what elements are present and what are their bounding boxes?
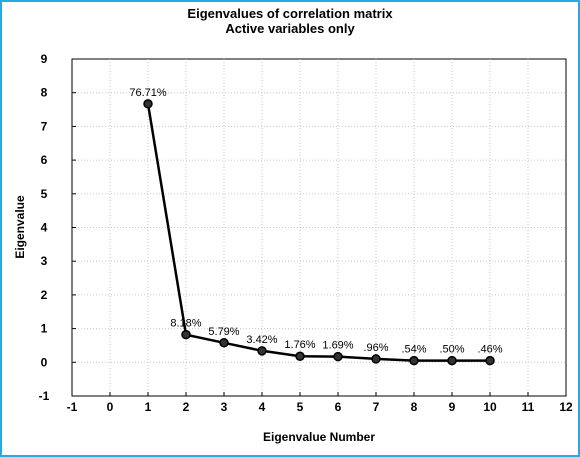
y-axis-title: Eigenvalue (13, 195, 27, 259)
y-tick-label: 5 (41, 187, 48, 201)
y-tick-label: 4 (41, 221, 48, 235)
data-point (485, 355, 495, 366)
point-label: .50% (439, 344, 464, 356)
point-label: 3.42% (246, 334, 277, 346)
data-point (333, 351, 343, 362)
data-point (447, 355, 457, 366)
data-point (143, 99, 153, 109)
x-tick-label: 4 (259, 400, 266, 414)
point-label: .96% (363, 342, 388, 354)
chart-title: Eigenvalues of correlation matrix (187, 6, 393, 21)
y-tick-label: -1 (39, 389, 50, 403)
x-tick-label: 3 (221, 400, 228, 414)
x-tick-label: 12 (559, 400, 573, 414)
point-label: .46% (477, 344, 502, 356)
point-label: 1.76% (284, 339, 315, 351)
data-point (181, 329, 191, 340)
y-tick-label: 7 (41, 119, 48, 133)
x-tick-label: 10 (483, 400, 497, 414)
x-axis-ticks: -1 0 1 2 3 4 5 6 7 8 9 10 11 12 (67, 392, 573, 414)
y-tick-label: 2 (41, 288, 48, 302)
x-tick-label: 1 (145, 400, 152, 414)
x-tick-label: 5 (297, 400, 304, 414)
x-tick-label: 6 (335, 400, 342, 414)
y-tick-label: 9 (41, 52, 48, 66)
y-tick-label: 1 (41, 322, 48, 336)
x-axis-title: Eigenvalue Number (263, 430, 375, 444)
x-tick-label: 7 (373, 400, 380, 414)
point-label: 5.79% (208, 326, 239, 338)
x-tick-label: 9 (449, 400, 456, 414)
y-tick-label: 8 (41, 86, 48, 100)
x-tick-label: 8 (411, 400, 418, 414)
point-label: 76.71% (129, 87, 167, 99)
data-point (295, 351, 305, 361)
x-tick-label: 2 (183, 400, 190, 414)
point-labels: 76.71% 8.18% 5.79% 3.42% 1.76% 1.69% .96% .54%.… (129, 87, 502, 356)
grid (72, 59, 566, 396)
data-points (143, 99, 495, 366)
series-line (146, 103, 490, 362)
chart-subtitle: Active variables only (225, 21, 355, 36)
point-label: 8.18% (170, 318, 201, 330)
x-tick-label: 0 (107, 400, 114, 414)
data-point (219, 338, 229, 348)
data-point (409, 355, 419, 366)
y-tick-label: 6 (41, 153, 48, 167)
point-label: 1.69% (322, 340, 353, 352)
data-point (257, 346, 267, 356)
y-axis-ticks: -1 0 1 2 3 4 5 6 7 8 9 (39, 52, 76, 403)
data-point (371, 354, 381, 364)
y-tick-label: 0 (41, 355, 48, 369)
point-label: .54% (401, 344, 426, 356)
y-tick-label: 3 (41, 254, 48, 268)
x-tick-label: 11 (522, 400, 535, 414)
x-tick-label: -1 (67, 400, 78, 414)
